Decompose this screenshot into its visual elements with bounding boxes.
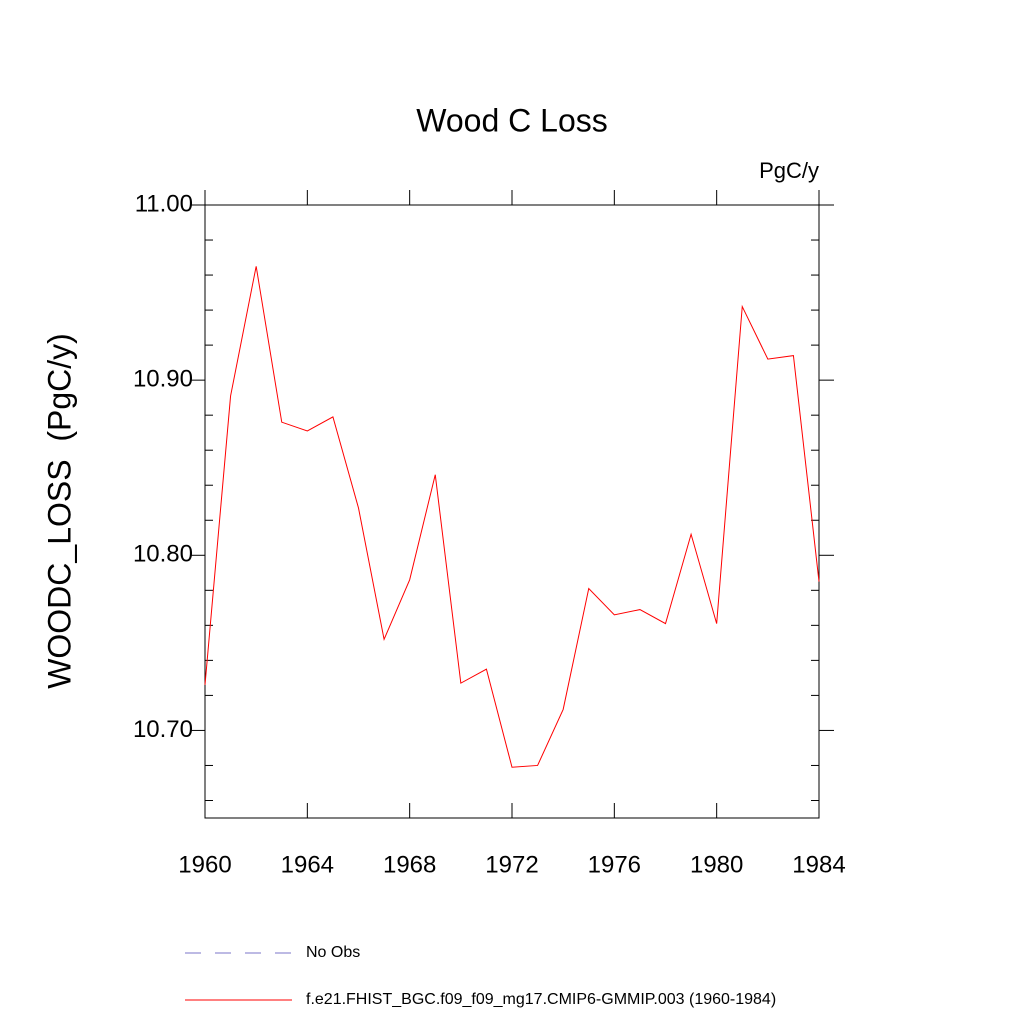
legend-label: f.e21.FHIST_BGC.f09_f09_mg17.CMIP6-GMMIP… xyxy=(306,991,776,1008)
y-axis-label: WOODC_LOSS (PgC/y) xyxy=(41,333,77,689)
y-tick-label: 10.90 xyxy=(133,365,193,392)
x-tick-label: 1960 xyxy=(178,851,231,878)
data-line xyxy=(204,266,820,768)
plot-frame xyxy=(204,204,820,819)
x-tick-label: 1980 xyxy=(690,851,743,878)
x-tick-label: 1972 xyxy=(485,851,538,878)
x-tick-label: 1984 xyxy=(792,851,845,878)
units-label: PgC/y xyxy=(759,158,819,183)
x-tick-label: 1964 xyxy=(281,851,334,878)
chart-title: Wood C Loss xyxy=(416,102,608,138)
y-tick-label: 10.80 xyxy=(133,541,193,568)
y-tick-label: 11.00 xyxy=(135,190,193,217)
y-tick-label: 10.70 xyxy=(133,716,193,743)
x-tick-label: 1968 xyxy=(383,851,436,878)
x-tick-label: 1976 xyxy=(588,851,641,878)
legend-label: No Obs xyxy=(306,944,360,961)
